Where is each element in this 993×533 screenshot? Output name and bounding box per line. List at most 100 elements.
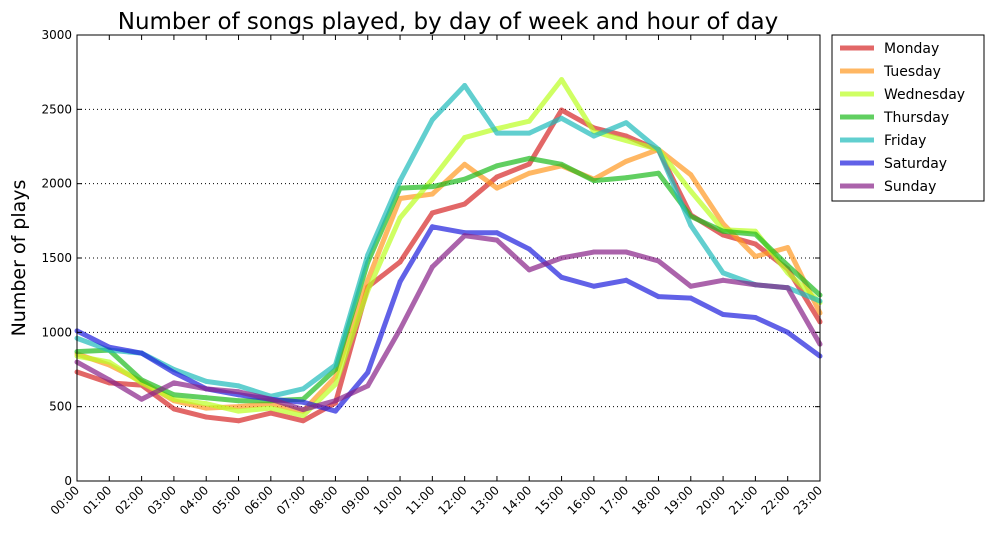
- legend-label: Monday: [884, 41, 939, 57]
- data-point: [203, 414, 209, 420]
- data-point: [559, 107, 565, 113]
- x-tick-label: 05:00: [209, 483, 243, 517]
- data-point: [688, 222, 694, 228]
- data-point: [203, 386, 209, 392]
- data-point: [526, 170, 532, 176]
- x-tick-label: 03:00: [145, 483, 179, 517]
- data-point: [332, 362, 338, 368]
- x-tick-label: 06:00: [242, 483, 276, 517]
- data-point: [688, 283, 694, 289]
- data-point: [268, 396, 274, 402]
- data-point: [365, 252, 371, 258]
- data-point: [203, 378, 209, 384]
- data-point: [429, 176, 435, 182]
- y-tick-label: 2500: [41, 102, 72, 116]
- data-point: [268, 410, 274, 416]
- data-point: [236, 398, 242, 404]
- data-point: [106, 344, 112, 350]
- legend-marker: [840, 114, 874, 120]
- data-point: [300, 386, 306, 392]
- series-thursday: [74, 155, 823, 404]
- x-tick-label: 19:00: [662, 483, 696, 517]
- data-point: [462, 233, 468, 239]
- data-point: [688, 295, 694, 301]
- data-point: [559, 274, 565, 280]
- y-tick-label: 3000: [41, 28, 72, 42]
- data-point: [623, 138, 629, 144]
- data-point: [559, 77, 565, 83]
- data-point: [688, 172, 694, 178]
- data-point: [429, 117, 435, 123]
- x-tick-label: 11:00: [403, 483, 437, 517]
- data-point: [720, 311, 726, 317]
- x-tick-label: 14:00: [500, 483, 534, 517]
- legend-marker: [840, 137, 874, 143]
- chart-title: Number of songs played, by day of week a…: [118, 9, 779, 35]
- data-point: [752, 241, 758, 247]
- data-point: [300, 399, 306, 405]
- legend-marker: [840, 160, 874, 166]
- series-line: [76, 146, 823, 414]
- data-point: [171, 369, 177, 375]
- data-point: [268, 405, 274, 411]
- x-tick-label: 16:00: [565, 483, 599, 517]
- data-point: [365, 369, 371, 375]
- data-point: [623, 277, 629, 283]
- data-point: [332, 381, 338, 387]
- data-point: [300, 407, 306, 413]
- data-point: [171, 392, 177, 398]
- legend-dot: [854, 137, 860, 143]
- data-point: [462, 201, 468, 207]
- legend-label: Thursday: [883, 110, 949, 126]
- data-point: [785, 285, 791, 291]
- data-point: [655, 258, 661, 264]
- data-point: [106, 359, 112, 365]
- data-point: [300, 413, 306, 419]
- legend-dot: [854, 91, 860, 97]
- data-point: [526, 267, 532, 273]
- data-point: [785, 270, 791, 276]
- data-point: [494, 163, 500, 169]
- data-point: [494, 130, 500, 136]
- x-tick-label: 18:00: [629, 483, 663, 517]
- data-point: [171, 380, 177, 386]
- legend-dot: [854, 183, 860, 189]
- legend-dot: [854, 114, 860, 120]
- data-point: [397, 279, 403, 285]
- x-tick-label: 02:00: [112, 483, 146, 517]
- x-tick-label: 15:00: [532, 483, 566, 517]
- legend-label: Tuesday: [883, 64, 941, 80]
- y-tick-label: 500: [49, 400, 72, 414]
- x-tick-label: 12:00: [435, 483, 469, 517]
- data-point: [365, 383, 371, 389]
- series-line: [75, 233, 823, 413]
- data-point: [526, 118, 532, 124]
- data-point: [655, 170, 661, 176]
- data-point: [623, 175, 629, 181]
- data-point: [752, 254, 758, 260]
- legend-dot: [854, 68, 860, 74]
- data-point: [623, 158, 629, 164]
- data-point: [429, 184, 435, 190]
- data-point: [236, 383, 242, 389]
- data-point: [591, 178, 597, 184]
- x-tick-label: 07:00: [274, 483, 308, 517]
- data-point: [171, 396, 177, 402]
- x-tick-label: 10:00: [371, 483, 405, 517]
- data-point: [526, 155, 532, 161]
- data-point: [236, 404, 242, 410]
- x-tick-label: 04:00: [177, 483, 211, 517]
- data-point: [623, 133, 629, 139]
- data-point: [752, 282, 758, 288]
- data-point: [494, 237, 500, 243]
- data-point: [591, 249, 597, 255]
- data-point: [591, 133, 597, 139]
- data-point: [688, 188, 694, 194]
- data-point: [462, 161, 468, 167]
- data-point: [332, 408, 338, 414]
- data-point: [752, 314, 758, 320]
- data-point: [236, 389, 242, 395]
- data-point: [397, 326, 403, 332]
- x-tick-label: 20:00: [694, 483, 728, 517]
- data-point: [139, 350, 145, 356]
